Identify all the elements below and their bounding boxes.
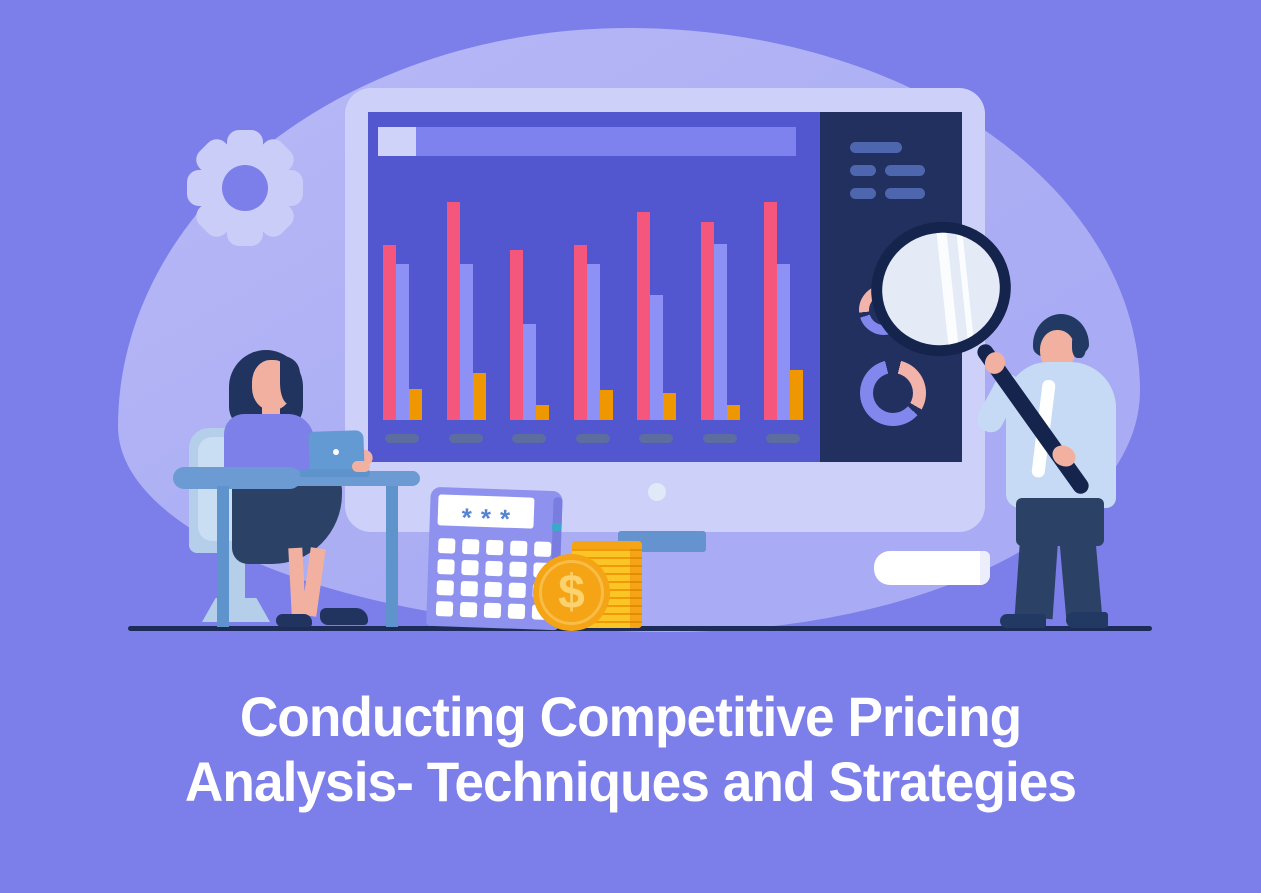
bar-orange <box>599 390 613 420</box>
monitor-chin-dot <box>648 483 666 501</box>
bar-pink <box>510 250 523 420</box>
axis-tick <box>448 434 483 443</box>
bar-periwinkle <box>650 295 663 420</box>
bar-group <box>573 112 614 462</box>
bar-orange <box>472 373 486 420</box>
bar-group <box>383 112 423 462</box>
gear-hole <box>222 165 268 211</box>
woman-hand <box>352 461 370 472</box>
man-shoe <box>1000 614 1046 628</box>
sidebar-text-line <box>850 142 902 153</box>
man-leg <box>1014 518 1060 620</box>
woman-hair-strand <box>280 356 300 404</box>
sidebar-text-line <box>850 188 876 199</box>
title-line-1: Conducting Competitive Pricing <box>239 685 1022 748</box>
calculator-display: *** <box>437 494 535 534</box>
bar-periwinkle <box>586 264 600 420</box>
bar-periwinkle <box>777 264 790 420</box>
man-shirt <box>1006 362 1116 508</box>
woman-shoe <box>320 608 368 625</box>
screen-header-bar <box>378 127 796 156</box>
calculator-key <box>483 602 502 619</box>
calculator-key <box>509 540 528 557</box>
bar-orange <box>409 389 422 420</box>
calculator-key <box>461 559 479 576</box>
title-line-2: Analysis- Techniques and Strategies <box>184 750 1077 813</box>
page-title: Conducting Competitive Pricing Analysis-… <box>32 684 1230 814</box>
axis-tick <box>702 434 737 443</box>
calculator-key <box>435 601 454 617</box>
axis-tick <box>385 434 419 443</box>
bar-orange <box>790 370 803 420</box>
bar-pink <box>573 245 587 420</box>
bar-pink <box>383 245 396 420</box>
bar-group <box>510 112 550 462</box>
calculator-key <box>459 601 478 618</box>
bar-pink <box>764 202 777 420</box>
donut-chart-large <box>860 360 926 426</box>
woman-shoe <box>276 614 312 627</box>
desk-leg <box>217 486 229 627</box>
bar-orange <box>726 405 740 420</box>
calculator-key <box>485 539 504 556</box>
chair-post <box>227 550 245 602</box>
bar-pink <box>700 222 714 420</box>
lens-highlight <box>954 219 979 359</box>
man-shoe <box>1066 612 1108 628</box>
gear-icon <box>187 130 303 246</box>
ground-line <box>128 626 1152 631</box>
dollar-coin: $ <box>533 554 610 631</box>
calculator-key <box>508 582 526 599</box>
sidebar-text-line <box>850 165 876 176</box>
man-hair-side <box>1072 332 1086 358</box>
bar-periwinkle <box>523 324 536 420</box>
bar-pink <box>446 202 460 420</box>
bar-group <box>637 112 677 462</box>
calculator-key <box>460 580 479 597</box>
laptop-base <box>300 469 370 477</box>
calculator-key <box>533 541 552 557</box>
bar-orange <box>536 405 549 420</box>
bar-pink <box>637 212 650 420</box>
calculator-key <box>437 559 455 575</box>
bar-periwinkle <box>713 244 727 420</box>
sidebar-text-line <box>885 165 925 176</box>
sidebar-text-line <box>885 188 925 199</box>
axis-tick <box>766 434 800 443</box>
bar-orange <box>663 393 676 420</box>
bar-periwinkle <box>459 264 473 420</box>
screen-header-square <box>378 127 416 156</box>
calculator-key <box>485 560 503 577</box>
bar-periwinkle <box>396 264 409 420</box>
calculator-key <box>437 538 456 554</box>
desk-leg <box>386 486 398 627</box>
axis-tick <box>639 434 673 443</box>
dollar-symbol: $ <box>558 565 585 619</box>
calculator-side-button <box>552 523 561 531</box>
calculator-key <box>436 580 455 596</box>
axis-tick <box>512 434 546 443</box>
axis-tick <box>575 434 610 443</box>
calculator-key <box>461 538 480 555</box>
book <box>874 551 990 585</box>
bar-group <box>446 112 487 462</box>
calculator-key <box>484 581 502 598</box>
calculator-key <box>509 561 527 578</box>
bar-group <box>700 112 741 462</box>
dashboard-screen <box>368 112 820 462</box>
bar-group <box>764 112 804 462</box>
chair-base <box>202 598 270 622</box>
calculator-key <box>507 603 526 620</box>
